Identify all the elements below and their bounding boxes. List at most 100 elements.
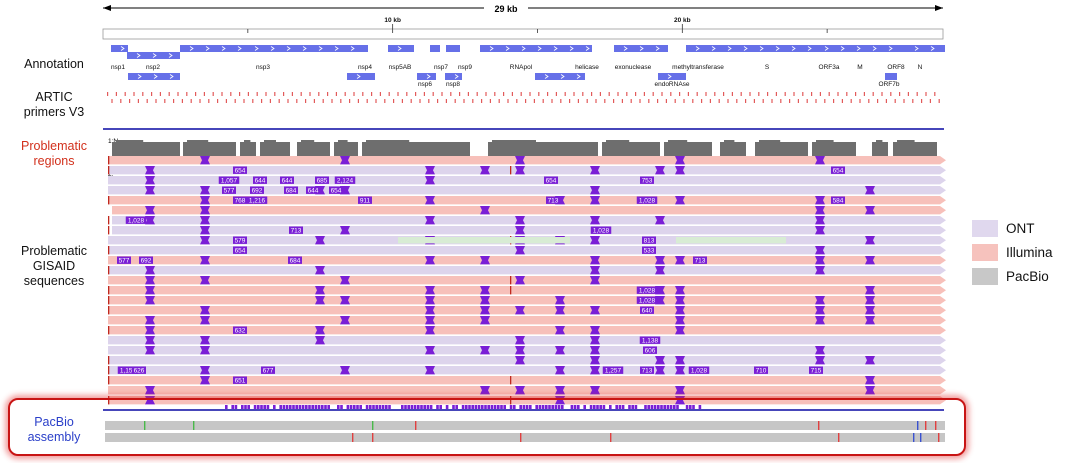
legend-item-ont: ONT [972,217,1053,239]
primer-mark [520,92,522,96]
mismatch-band-mark [522,405,526,409]
primer-mark [877,99,879,103]
gene-strand-arrow [569,46,574,51]
gene-box [128,73,180,80]
variant-tick [108,156,110,165]
mismatch-band-mark [301,405,305,409]
primer-mark [265,92,267,96]
mismatch-marker [145,296,155,305]
primer-mark [489,99,491,103]
read-number-badge [754,366,768,374]
mismatch-marker [865,356,875,365]
primer-mark [551,99,553,103]
primer-mark [837,92,839,96]
mismatch-marker [815,196,825,205]
mismatch-marker [590,166,600,175]
coverage-peak [759,140,781,144]
read-number-17: 713 [548,197,559,204]
primer-mark [692,99,694,103]
gene-box [180,45,245,52]
pacbio-highlight-box [8,398,966,456]
read-number-badge [233,236,247,244]
primer-mark [155,99,157,103]
mismatch-marker [145,286,155,295]
primer-mark [410,99,412,103]
primer-mark [274,92,276,96]
pacbio-variant-mark [920,433,922,442]
mismatch-marker [655,366,665,375]
read-number-27: 577 [119,257,130,264]
mismatch-band-mark [525,405,529,409]
mismatch-marker [815,206,825,215]
legend-swatch-pacbio [972,267,998,285]
mismatch-band-mark [247,405,250,409]
read-bar-illumina [108,196,946,205]
label-artic-line2: primers V3 [23,105,85,119]
primer-mark [366,99,368,103]
read-bar-illumina [108,256,946,265]
primer-mark [789,99,791,103]
gene-label-ORF3a: ORF3a [819,64,840,71]
read-number-40: 1,257 [605,367,622,374]
variant-tick [108,366,110,375]
mismatch-marker [200,186,210,195]
primer-mark [762,99,764,103]
gene-strand-arrow [169,74,174,79]
mismatch-marker [515,276,525,285]
gene-label-N: N [918,64,923,71]
mismatch-marker [515,226,525,235]
primer-mark [503,92,505,96]
read-number-badge [246,196,268,204]
primer-mark [617,92,619,96]
mismatch-marker [425,216,435,225]
mismatch-band-mark [497,405,500,409]
read-number-badge [693,256,707,264]
mismatch-marker [340,366,350,375]
gene-strand-arrow [824,46,829,51]
primer-mark [648,99,650,103]
primer-mark [146,99,148,103]
primer-mark [907,92,909,96]
gene-strand-arrow [695,46,700,51]
primer-mark [384,99,386,103]
mismatch-marker [480,256,490,265]
mismatch-marker [200,256,210,265]
mismatch-marker [145,166,155,175]
mismatch-marker [675,286,685,295]
mismatch-marker [515,156,525,165]
mismatch-marker [200,226,210,235]
read-number-badge [544,176,558,184]
gene-box [885,73,897,80]
mismatch-band-mark [279,405,282,409]
primer-mark [445,99,447,103]
primer-mark [802,92,804,96]
mismatch-band-mark [609,405,612,409]
mismatch-marker [200,316,210,325]
mismatch-band-mark [401,405,404,409]
variant-tick [108,306,110,315]
primer-mark [595,99,597,103]
primer-mark [679,92,681,96]
mismatch-marker [590,346,600,355]
read-number-42: 1,028 [691,367,708,374]
primer-mark [454,99,456,103]
mismatch-band-mark [621,405,625,409]
primer-mark [357,99,359,103]
gene-box [614,45,668,52]
coverage-label-1: 1:N [108,138,118,145]
primer-mark [335,92,337,96]
primer-mark [740,92,742,96]
mismatch-band-mark [666,405,670,409]
primer-mark [626,92,628,96]
read-number-31: 1,028 [639,287,656,294]
primer-mark [349,99,351,103]
primer-mark [379,92,381,96]
mismatch-band-mark [257,405,260,409]
primer-mark [824,99,826,103]
primer-mark [723,92,725,96]
mismatch-marker [515,356,525,365]
mismatch-marker [815,246,825,255]
primer-mark [296,99,298,103]
label-gisaid-line1: Problematic [21,244,87,258]
primer-mark [670,92,672,96]
